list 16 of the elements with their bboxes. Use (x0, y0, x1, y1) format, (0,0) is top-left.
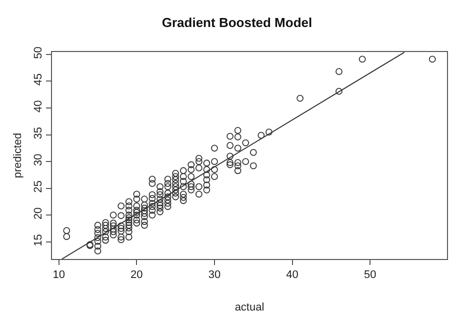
y-tick-label: 25 (32, 180, 45, 193)
x-tick-label: 10 (52, 269, 65, 282)
y-tick-label: 15 (32, 234, 45, 246)
y-tick-label: 30 (32, 154, 45, 166)
x-tick-label: 20 (130, 269, 143, 282)
y-axis-title: predicted (12, 132, 24, 178)
x-tick-label: 40 (286, 269, 298, 282)
y-tick-label: 50 (32, 46, 45, 59)
x-tick-label: 50 (364, 269, 376, 282)
y-tick-label: 20 (32, 207, 45, 220)
y-tick-label: 35 (32, 126, 45, 140)
x-tick-label: 30 (208, 269, 221, 282)
y-tick-label: 45 (32, 73, 45, 86)
x-axis-title: actual (234, 301, 264, 314)
y-tick-label: 40 (32, 100, 45, 112)
chart-title: Gradient Boosted Model (162, 15, 312, 30)
